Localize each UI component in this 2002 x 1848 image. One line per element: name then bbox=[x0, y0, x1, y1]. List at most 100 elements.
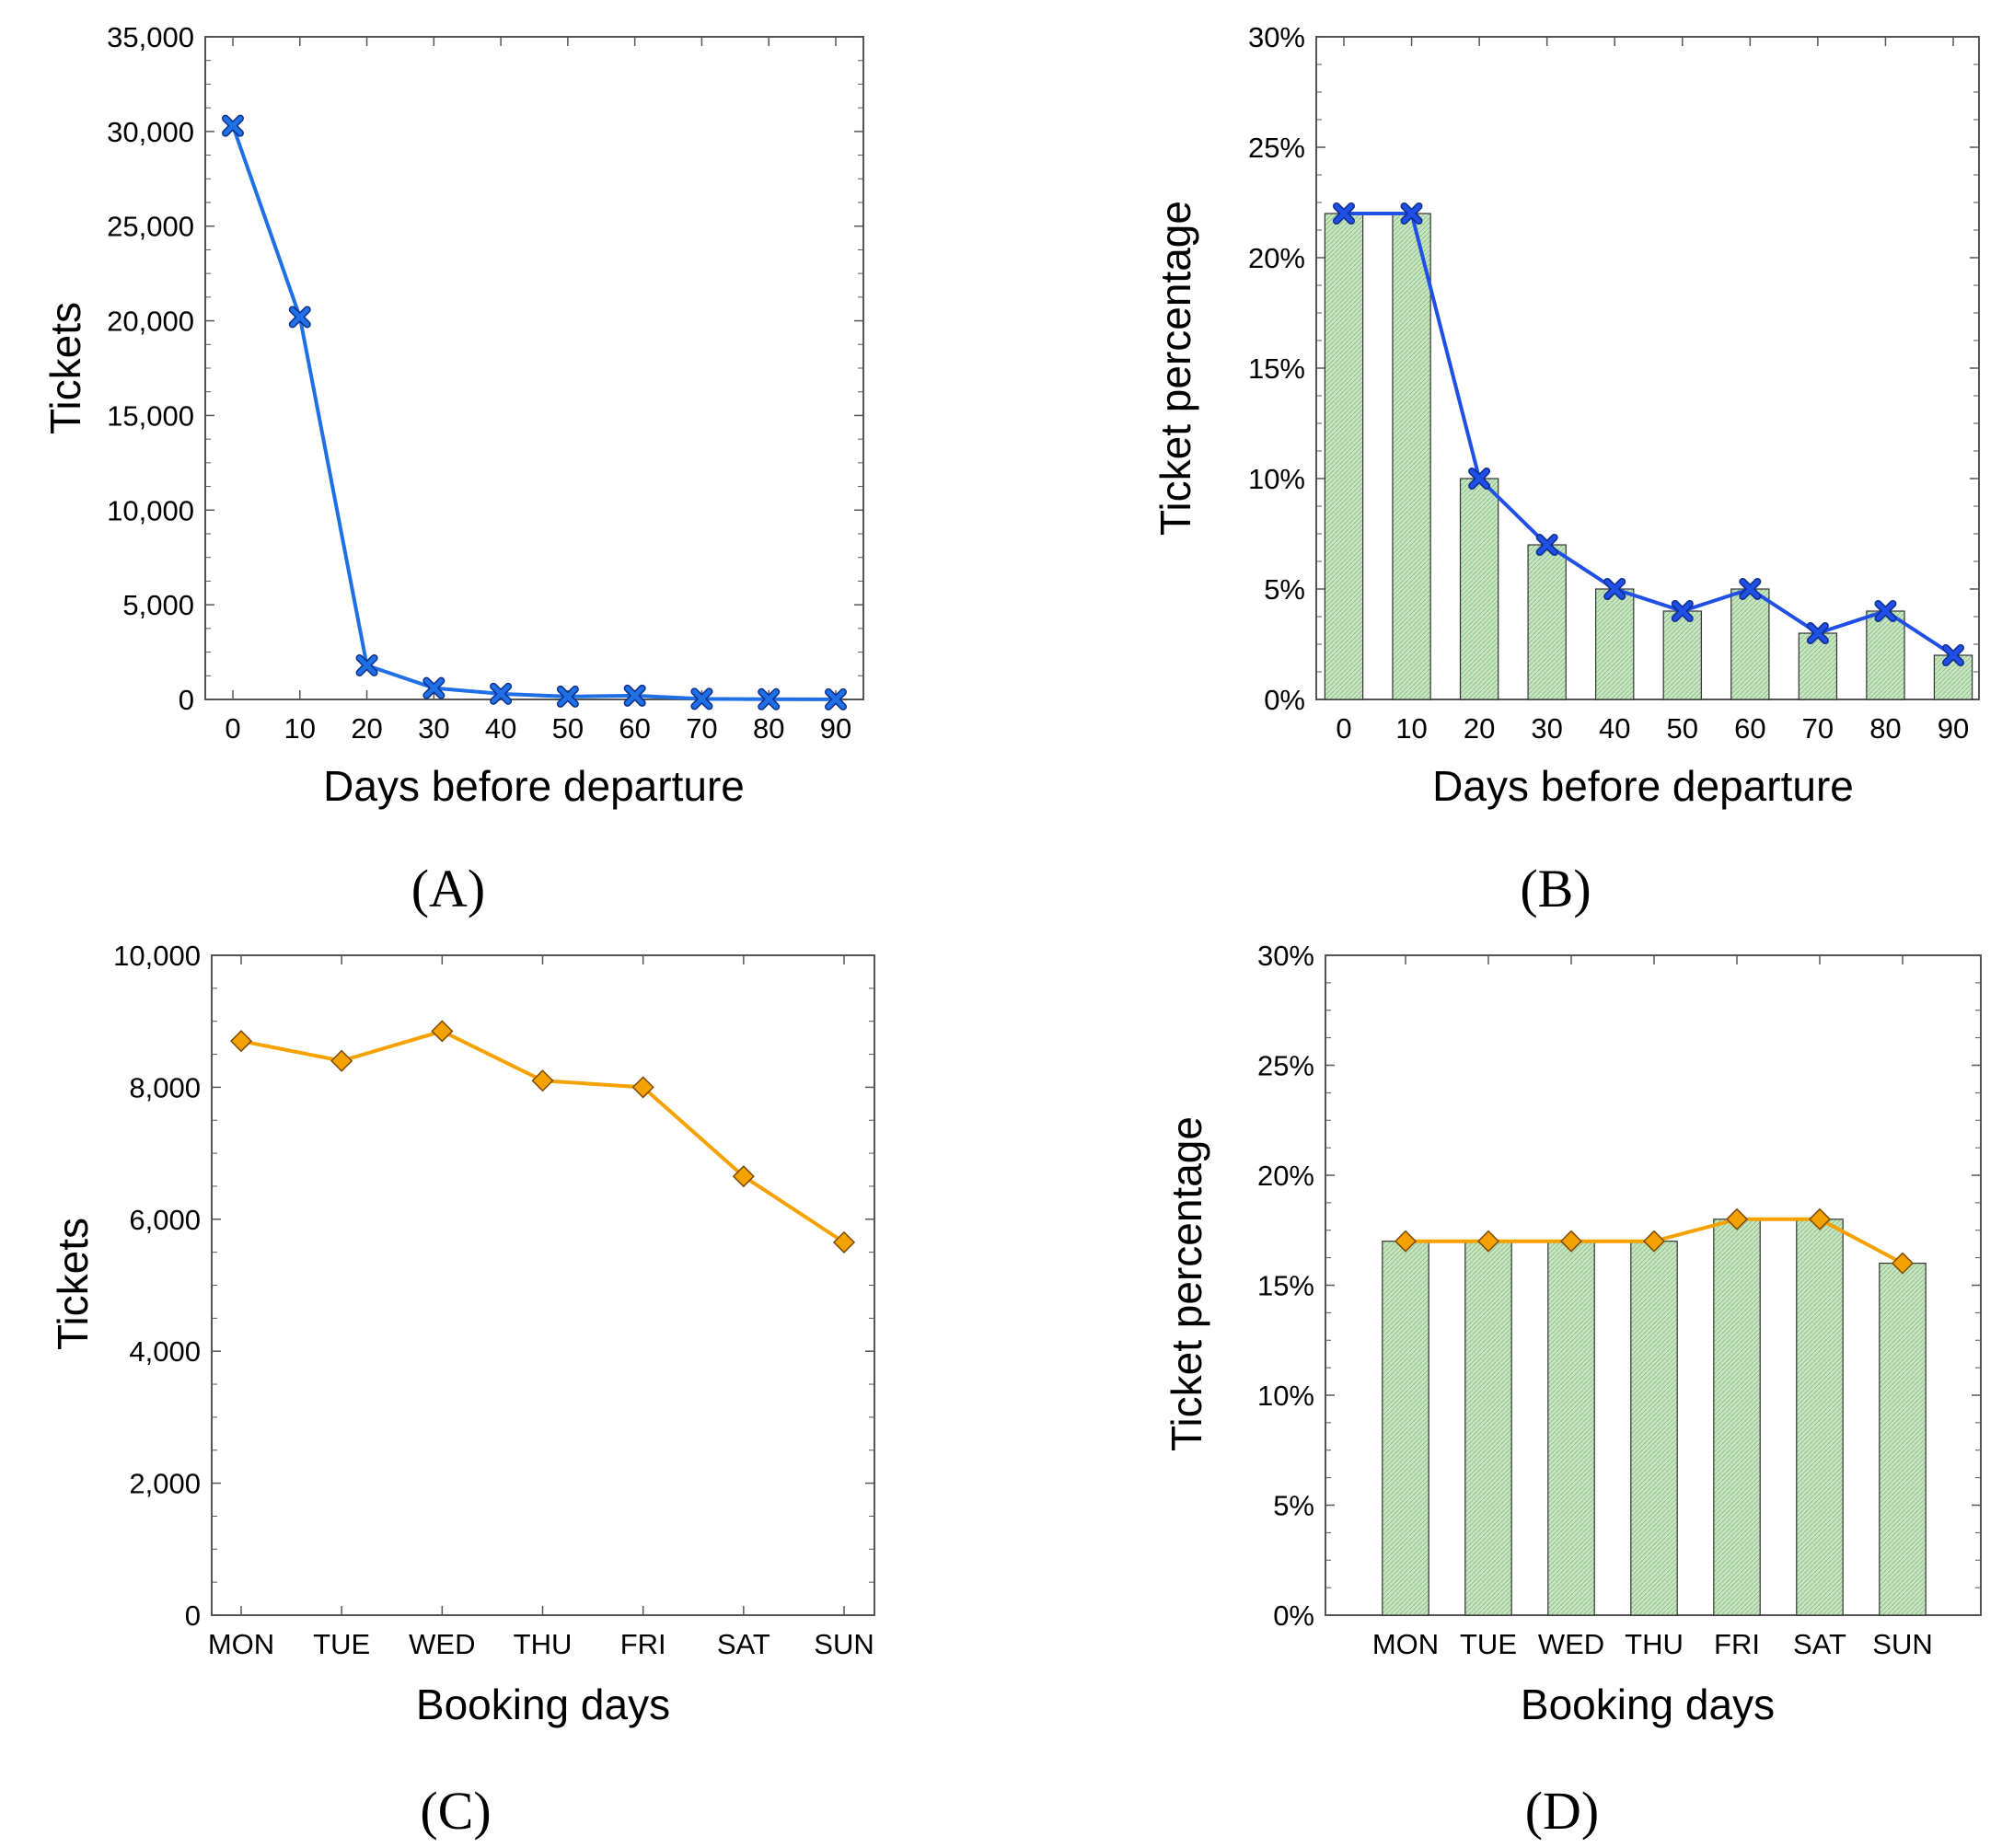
x-axis-label-b: Days before departure bbox=[1432, 762, 1854, 810]
x-tick-label: 70 bbox=[686, 712, 717, 745]
bar bbox=[1595, 588, 1635, 700]
x-tick-label: 40 bbox=[1599, 712, 1630, 745]
y-tick-label: 10,000 bbox=[113, 940, 201, 972]
bar bbox=[1713, 1219, 1761, 1616]
bar bbox=[1459, 478, 1499, 700]
bar bbox=[1547, 1241, 1595, 1616]
panel-label-b: (B) bbox=[1520, 859, 1591, 918]
x-axis-label-a: Days before departure bbox=[323, 762, 745, 810]
bar bbox=[1464, 1241, 1512, 1616]
data-point-marker bbox=[631, 1076, 654, 1099]
data-point-marker-fill bbox=[1943, 645, 1963, 665]
data-point-marker-fill bbox=[1604, 579, 1625, 599]
data-point-marker bbox=[1891, 1252, 1915, 1275]
data-point-marker-fill bbox=[290, 306, 310, 327]
bar bbox=[1392, 213, 1431, 700]
bar bbox=[1382, 1241, 1429, 1616]
series-line bbox=[240, 1029, 846, 1244]
panel-c: 0 2,000 4,000 6,000 8,000 10,000 MON TUE WED THU… bbox=[49, 940, 875, 1841]
x-tick-label: THU bbox=[1625, 1628, 1684, 1660]
bar bbox=[1933, 654, 1973, 700]
y-tick-label: 8,000 bbox=[129, 1071, 201, 1103]
x-tick-label: 0 bbox=[225, 712, 240, 745]
x-tick-label: 50 bbox=[552, 712, 584, 745]
bar bbox=[1796, 1219, 1844, 1616]
y-tick-label: 15% bbox=[1257, 1270, 1314, 1302]
y-axis-label-a: Tickets bbox=[41, 302, 89, 434]
panel-d: 0% 5% 10% 15% 20% 25% 30% MON TUE WED THU FRI SAT SU… bbox=[1163, 940, 1982, 1841]
bar bbox=[1879, 1262, 1927, 1616]
data-point-marker bbox=[1394, 1230, 1418, 1253]
x-tick-label: 70 bbox=[1802, 712, 1834, 745]
data-point-marker-fill bbox=[826, 689, 846, 710]
data-point-marker bbox=[1725, 1207, 1749, 1230]
data-point-marker bbox=[1808, 1207, 1832, 1230]
panel-label-c: (C) bbox=[420, 1781, 491, 1841]
x-tick-label: 90 bbox=[820, 712, 851, 745]
x-tick-label: 60 bbox=[619, 712, 650, 745]
x-tick-label: 60 bbox=[1734, 712, 1765, 745]
data-point-marker-fill bbox=[423, 678, 444, 699]
y-tick-label: 30% bbox=[1248, 21, 1305, 53]
bar bbox=[1662, 610, 1702, 700]
data-point-marker bbox=[1642, 1230, 1666, 1253]
data-point-marker-fill bbox=[1808, 623, 1828, 643]
data-point-marker-fill bbox=[223, 116, 243, 136]
data-point-marker-fill bbox=[758, 689, 779, 710]
data-point-marker-fill bbox=[1334, 203, 1354, 224]
x-axis-label-d: Booking days bbox=[1521, 1681, 1775, 1728]
y-tick-label: 25% bbox=[1248, 132, 1305, 164]
y-axis-label-c: Tickets bbox=[49, 1218, 97, 1350]
data-point-marker-fill bbox=[1537, 535, 1557, 555]
y-tick-label: 5% bbox=[1273, 1490, 1314, 1522]
data-point-marker-fill bbox=[1469, 468, 1489, 489]
y-tick-label: 25% bbox=[1257, 1050, 1314, 1082]
x-tick-label: 20 bbox=[1464, 712, 1495, 745]
x-tick-label: SUN bbox=[1872, 1628, 1932, 1660]
plot-frame-a bbox=[204, 36, 864, 700]
x-tick-label: 80 bbox=[753, 712, 784, 745]
data-point-marker-fill bbox=[1875, 601, 1895, 621]
y-axis-label-b: Ticket percentage bbox=[1151, 201, 1199, 536]
data-point-marker-fill bbox=[357, 655, 377, 676]
x-tick-label: TUE bbox=[1460, 1628, 1517, 1660]
panel-label-d: (D) bbox=[1525, 1781, 1600, 1841]
y-tick-label: 10,000 bbox=[107, 494, 194, 526]
y-tick-label: 0 bbox=[179, 684, 194, 716]
y-tick-label: 5% bbox=[1264, 573, 1305, 606]
series-line bbox=[231, 125, 837, 701]
data-point-marker-fill bbox=[558, 687, 578, 707]
panel-b: 0%5%10%15%20%25%30% 0 10 20 30 40 50 60 70 80 90 … bbox=[1151, 21, 1980, 918]
x-tick-label: FRI bbox=[1714, 1628, 1760, 1660]
x-axis-label-c: Booking days bbox=[416, 1681, 670, 1728]
y-tick-label: 25,000 bbox=[107, 211, 194, 243]
data-point-marker-fill bbox=[691, 688, 712, 709]
bar bbox=[1324, 213, 1364, 700]
y-tick-label: 5,000 bbox=[122, 589, 194, 621]
x-tick-label: MON bbox=[208, 1628, 274, 1660]
y-tick-label: 20% bbox=[1248, 242, 1305, 274]
bar bbox=[1730, 588, 1770, 700]
y-tick-label: 35,000 bbox=[107, 21, 194, 53]
data-point-marker bbox=[531, 1069, 554, 1092]
x-tick-label: SAT bbox=[717, 1628, 770, 1660]
bar bbox=[1798, 632, 1838, 700]
y-tick-label: 0% bbox=[1264, 684, 1305, 716]
data-point-marker bbox=[832, 1230, 856, 1253]
x-tick-label: 0 bbox=[1336, 712, 1351, 745]
y-tick-label: 2,000 bbox=[129, 1468, 201, 1500]
x-tick-label: 90 bbox=[1938, 712, 1969, 745]
x-tick-label: SUN bbox=[814, 1628, 874, 1660]
bar bbox=[1866, 610, 1905, 700]
series-line bbox=[1344, 212, 1955, 657]
data-point-marker-fill bbox=[1402, 203, 1422, 224]
data-point-marker-fill bbox=[1672, 601, 1693, 621]
y-tick-label: 15% bbox=[1248, 352, 1305, 385]
x-tick-label: 30 bbox=[1531, 712, 1562, 745]
data-point-marker bbox=[431, 1020, 454, 1043]
panel-label-a: (A) bbox=[411, 859, 486, 918]
data-point-marker bbox=[1559, 1230, 1583, 1253]
x-tick-label: 20 bbox=[351, 712, 382, 745]
x-tick-label: 50 bbox=[1667, 712, 1698, 745]
